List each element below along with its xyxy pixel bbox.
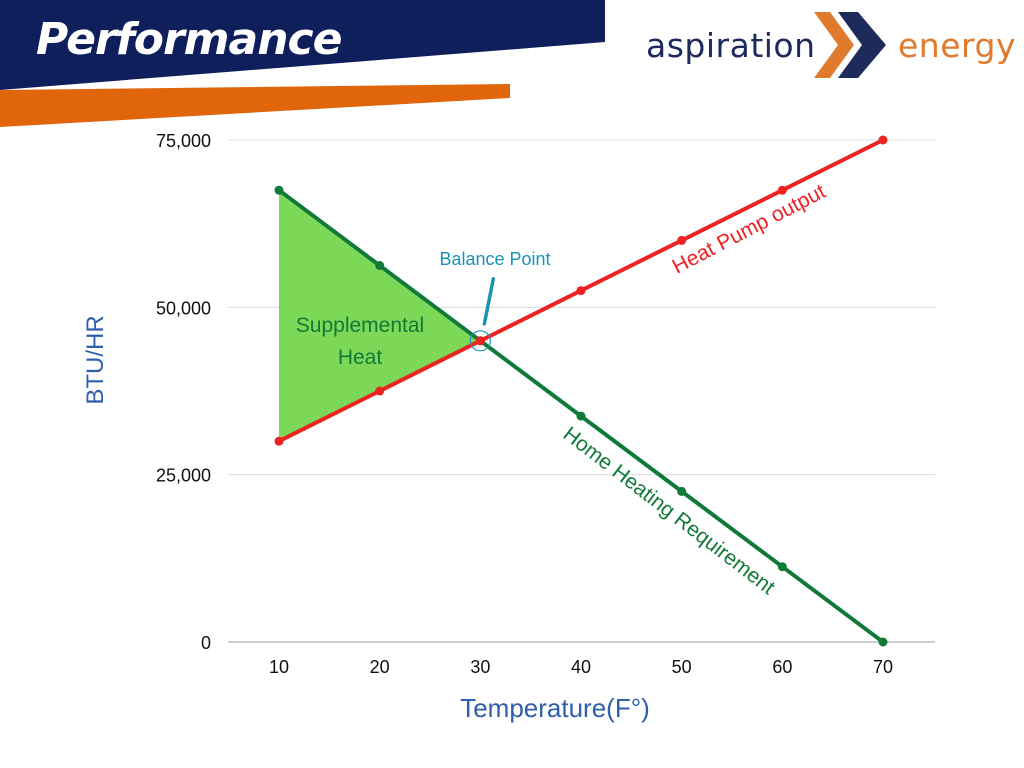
y-axis-label: BTU/HR [82, 315, 109, 404]
x-tick-label: 60 [772, 657, 792, 677]
home-heating-requirement-point [677, 486, 687, 496]
double-chevron-icon [814, 12, 886, 78]
y-tick-label: 75,000 [156, 131, 211, 151]
x-tick-label: 20 [370, 657, 390, 677]
heat-pump-output-label: Heat Pump output [669, 180, 830, 279]
home-heating-requirement-point [878, 637, 888, 647]
home-heating-requirement-point [777, 562, 787, 572]
x-tick-label: 30 [470, 657, 490, 677]
heat-pump-output-point [677, 235, 687, 245]
heat-pump-output-point [274, 436, 284, 446]
supplemental-heat-area [279, 190, 481, 442]
brand-word-right: energy [898, 26, 1016, 65]
x-tick-label: 70 [873, 657, 893, 677]
home-heating-requirement-point [274, 185, 284, 195]
header-banner [0, 0, 605, 127]
home-heating-requirement-point [375, 261, 385, 270]
brand-word-left: aspiration [646, 26, 816, 65]
supplemental-heat-label-line2: Heat [338, 346, 383, 369]
heat-pump-output-point [878, 135, 888, 145]
grid-layer [228, 139, 935, 643]
x-axis-label: Temperature(F°) [460, 693, 650, 723]
heat-pump-output-point [777, 185, 787, 195]
banner-navy-band [0, 0, 605, 90]
y-tick-label: 25,000 [156, 466, 211, 486]
balance-point-label: Balance Point [439, 249, 550, 269]
balance-point-pointer [482, 277, 496, 326]
tick-layer: 0 25,000 50,000 75,000 10 20 30 40 50 60 70 [156, 131, 893, 677]
heat-pump-output-point [576, 286, 586, 296]
home-heating-requirement-point [576, 411, 586, 421]
balance-point-marker [469, 330, 491, 352]
x-tick-label: 10 [269, 657, 289, 677]
heat-pump-output-point [475, 336, 485, 346]
page-title: Performance [36, 14, 342, 65]
banner-orange-stripe [0, 84, 510, 127]
x-tick-label: 40 [571, 657, 591, 677]
home-heating-requirement-label: Home Heating Requirement [559, 422, 780, 599]
heat-pump-output-point [375, 386, 385, 396]
brand-logo: aspiration energy [646, 8, 1018, 82]
y-tick-label: 0 [201, 633, 211, 653]
series-layer [274, 135, 888, 647]
supplemental-heat-label-line1: Supplemental [296, 314, 424, 337]
y-tick-label: 50,000 [156, 298, 211, 318]
x-tick-label: 50 [672, 657, 692, 677]
